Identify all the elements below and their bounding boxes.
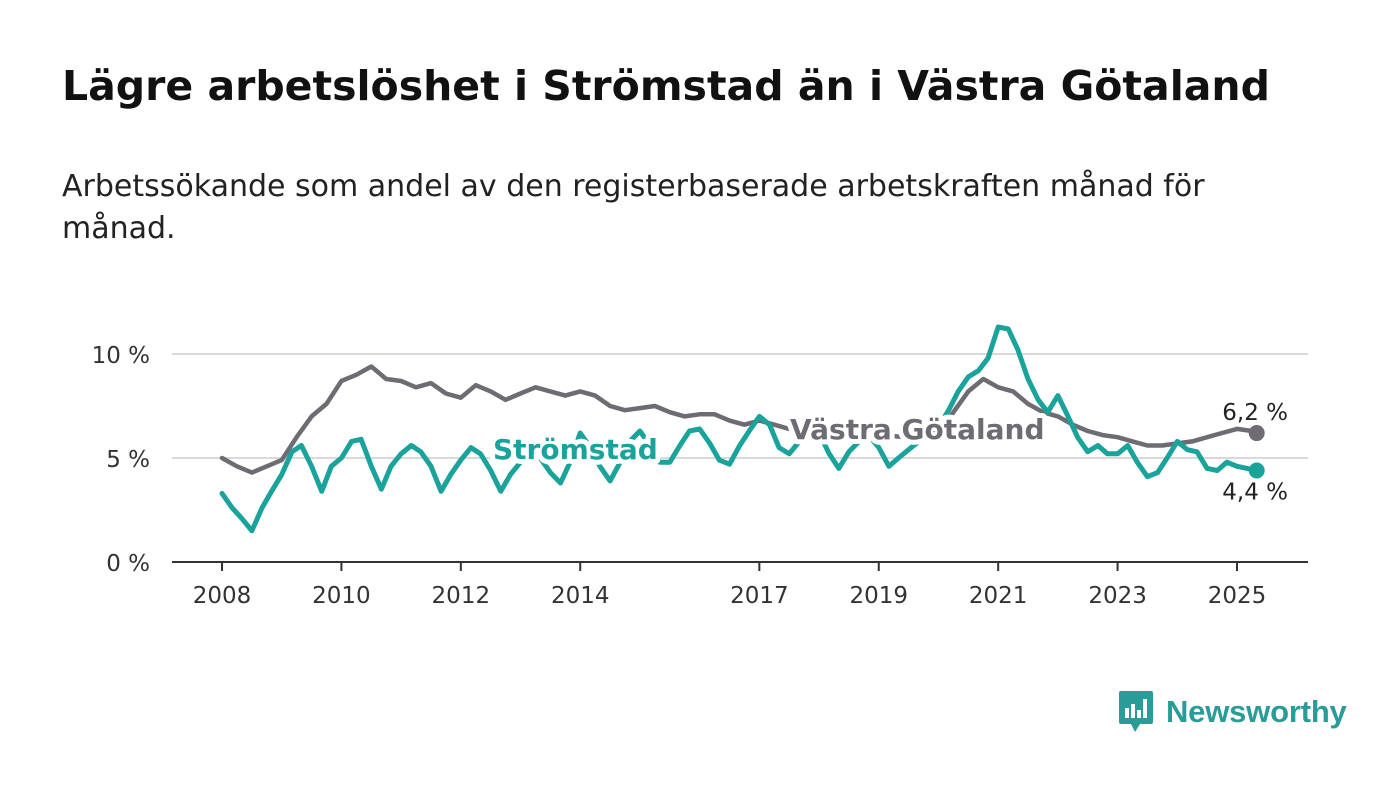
x-tick-label: 2025 bbox=[1208, 583, 1267, 609]
x-tick-label: 2008 bbox=[193, 583, 252, 609]
end-value-label: 6,2 % bbox=[1222, 400, 1288, 426]
series-lines bbox=[219, 324, 1260, 534]
series-line-str-mstad bbox=[219, 324, 1260, 534]
gridlines bbox=[172, 353, 1308, 459]
series-label-halo: Strömstad bbox=[493, 433, 658, 466]
series-label-halo: Västra Götaland bbox=[790, 413, 1045, 446]
end-point-marker bbox=[1248, 462, 1265, 479]
x-tick-label: 2012 bbox=[432, 583, 491, 609]
series-label: Strömstad bbox=[493, 433, 658, 466]
x-tick-label: 2023 bbox=[1088, 583, 1147, 609]
bar-chart-speech-bubble-icon bbox=[1119, 691, 1153, 732]
chart-title: Lägre arbetslöshet i Strömstad än i Väst… bbox=[62, 62, 1270, 110]
chart-subtitle: Arbetssökande som andel av den registerb… bbox=[62, 169, 1205, 246]
x-tick-label: 2019 bbox=[849, 583, 908, 609]
brand-name: Newsworthy bbox=[1166, 694, 1347, 729]
y-tick-label: 0 % bbox=[106, 551, 150, 577]
end-point-marker bbox=[1248, 425, 1265, 442]
y-tick-label: 10 % bbox=[92, 343, 150, 369]
x-tick-label: 2014 bbox=[551, 583, 610, 609]
x-tick-label: 2017 bbox=[730, 583, 789, 609]
y-tick-label: 5 % bbox=[106, 447, 150, 473]
newsworthy-logo: Newsworthy bbox=[1118, 690, 1347, 734]
y-axis-ticks: 0 % 5 % 10 % bbox=[92, 343, 150, 577]
series-label: Västra Götaland bbox=[790, 413, 1045, 446]
x-tick-label: 2021 bbox=[969, 583, 1028, 609]
x-axis: 2008 2010 2012 2014 2017 2019 2021 2023 2025 bbox=[172, 561, 1308, 609]
x-tick-label: 2010 bbox=[312, 583, 371, 609]
end-value-label: 4,4 % bbox=[1222, 479, 1288, 505]
series-line-v-stra-g-taland bbox=[219, 364, 1259, 475]
end-markers: 6,2 % 4,4 % bbox=[1222, 400, 1288, 505]
